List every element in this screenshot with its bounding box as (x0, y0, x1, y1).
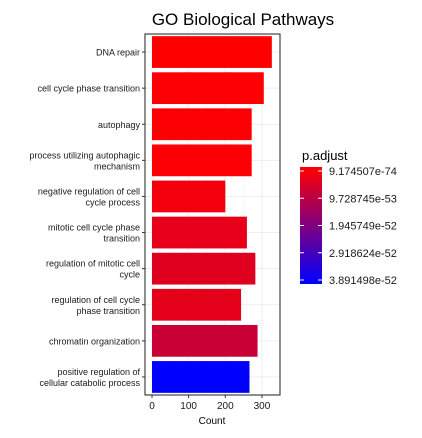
bar (152, 180, 226, 213)
bar (152, 72, 264, 105)
y-tick-label: cellular catabolic process (39, 378, 140, 388)
y-tick-label: chromatin organization (49, 336, 140, 346)
bar (152, 108, 252, 141)
y-tick-label: process utilizing autophagic (29, 150, 140, 160)
legend-colorbar (300, 167, 322, 284)
bar (152, 252, 256, 285)
bar (152, 216, 247, 249)
y-tick-label: mechanism (94, 161, 140, 171)
bar (152, 36, 272, 68)
x-axis-label: Count (199, 416, 226, 427)
y-tick-label: phase transition (76, 306, 140, 316)
plot-area: DNA repair cell cycle phase transition aut… (29, 33, 281, 412)
x-tick-label: 0 (149, 401, 155, 412)
y-tick-label: cycle process (85, 197, 140, 207)
x-tick-label: 300 (254, 401, 271, 412)
y-tick-label: cycle (119, 270, 140, 280)
y-tick-label: autophagy (98, 120, 141, 130)
legend-label: 3.891498e-52 (329, 275, 397, 287)
x-tick-label: 200 (217, 401, 234, 412)
y-tick-label: transition (103, 234, 140, 244)
legend-label: 9.174507e-74 (329, 166, 397, 178)
x-tick-label: 100 (180, 401, 197, 412)
plot-border (144, 33, 281, 396)
y-tick-label: negative regulation of cell (38, 186, 140, 196)
chart-title: GO Biological Pathways (152, 10, 334, 29)
y-tick-label: mitotic cell cycle phase (48, 223, 140, 233)
y-tick-label: DNA repair (96, 48, 140, 58)
bar (152, 361, 250, 393)
legend-label: 1.945749e-52 (329, 221, 397, 233)
legend-label: 2.918624e-52 (329, 248, 397, 260)
y-tick-label: regulation of mitotic cell (46, 259, 140, 269)
bar (152, 324, 258, 357)
y-tick-label: cell cycle phase transition (37, 84, 140, 94)
legend-title: p.adjust (302, 148, 348, 163)
y-tick-label: positive regulation of (57, 367, 140, 377)
bar (152, 144, 252, 177)
y-tick-label: regulation of cell cycle (51, 295, 140, 305)
bar (152, 288, 242, 321)
legend-label: 9.728745e-53 (329, 193, 397, 205)
legend: p.adjust 9.174507e-74 9.728745e-53 1.94574… (300, 148, 397, 287)
